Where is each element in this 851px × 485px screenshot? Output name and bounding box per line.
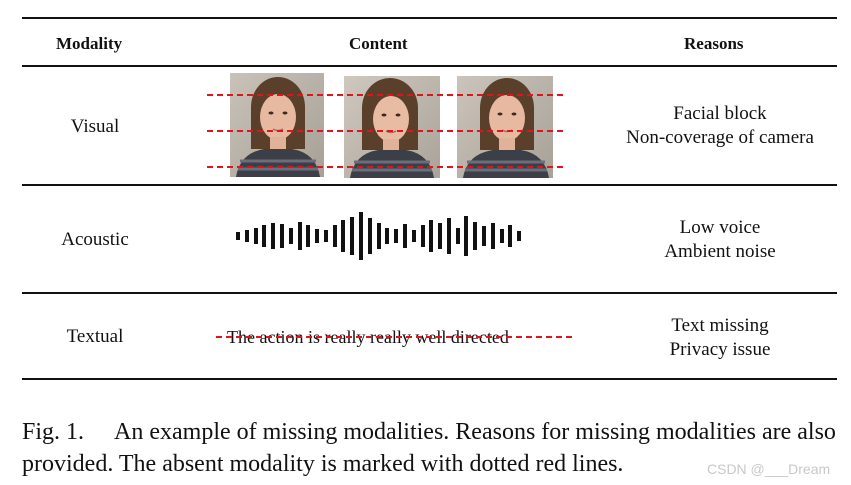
waveform-bar bbox=[279, 224, 284, 248]
modality-textual: Textual bbox=[66, 326, 124, 347]
reasons-acoustic: Low voice Ambient noise bbox=[600, 216, 840, 264]
reason-non-coverage: Non-coverage of camera bbox=[626, 127, 814, 148]
reason-privacy-issue: Privacy issue bbox=[669, 339, 771, 360]
waveform-bar bbox=[411, 230, 416, 242]
table-bottom-rule bbox=[22, 378, 837, 380]
waveform-bar bbox=[359, 212, 364, 260]
waveform-bar bbox=[446, 218, 451, 254]
header-content: Content bbox=[349, 34, 408, 53]
waveform-bar bbox=[297, 221, 302, 251]
waveform-bar bbox=[464, 215, 469, 257]
waveform-bar bbox=[341, 220, 346, 252]
waveform-bar bbox=[394, 228, 399, 244]
waveform-bar bbox=[244, 230, 249, 242]
row-divider-acoustic bbox=[22, 292, 837, 294]
waveform-bar bbox=[473, 221, 478, 251]
reason-ambient-noise: Ambient noise bbox=[664, 241, 776, 262]
missing-visual-dash-line-1 bbox=[207, 94, 563, 96]
face-frame-2 bbox=[344, 76, 440, 178]
watermark: CSDN @___Dream bbox=[707, 461, 831, 477]
waveform-bar bbox=[455, 227, 460, 245]
waveform-bar bbox=[482, 226, 487, 246]
figure-caption: Fig. 1. An example of missing modalities.… bbox=[22, 416, 842, 480]
face-frame-1 bbox=[230, 73, 324, 177]
missing-text-dash-line bbox=[216, 336, 572, 338]
waveform-bar bbox=[253, 227, 258, 245]
reason-low-voice: Low voice bbox=[679, 217, 761, 238]
header-modality: Modality bbox=[56, 34, 123, 53]
reasons-textual: Text missing Privacy issue bbox=[600, 314, 840, 362]
waveform-bar bbox=[402, 224, 407, 248]
missing-visual-dash-line-3 bbox=[207, 166, 563, 168]
waveform-bar bbox=[271, 222, 276, 250]
waveform-bar bbox=[323, 230, 328, 242]
reason-text-missing: Text missing bbox=[671, 315, 769, 336]
row-divider-visual bbox=[22, 184, 837, 186]
waveform-bar bbox=[350, 216, 355, 256]
modality-visual: Visual bbox=[70, 116, 120, 137]
waveform-bar bbox=[262, 225, 267, 247]
figure-label: Fig. 1. bbox=[22, 419, 85, 445]
waveform-bar bbox=[508, 225, 513, 247]
header-reasons: Reasons bbox=[684, 34, 744, 53]
waveform-bar bbox=[499, 228, 504, 244]
waveform-bar bbox=[332, 225, 337, 247]
waveform-bar bbox=[288, 227, 293, 245]
missing-visual-dash-line-2 bbox=[207, 130, 563, 132]
waveform-bar bbox=[517, 231, 522, 241]
waveform-bar bbox=[376, 222, 381, 250]
waveform-bar bbox=[306, 225, 311, 247]
waveform-bar bbox=[438, 222, 443, 250]
waveform-bar bbox=[236, 232, 240, 240]
table-header-rule bbox=[22, 65, 837, 67]
waveform-bar bbox=[385, 227, 390, 245]
waveform-bar bbox=[315, 228, 320, 244]
modality-acoustic: Acoustic bbox=[61, 229, 129, 250]
table-top-rule bbox=[22, 17, 837, 19]
audio-waveform bbox=[236, 212, 526, 260]
reasons-visual: Facial block Non-coverage of camera bbox=[600, 102, 840, 150]
face-frame-3 bbox=[457, 76, 553, 178]
waveform-bar bbox=[490, 222, 495, 250]
reason-facial-block: Facial block bbox=[673, 103, 767, 124]
waveform-bar bbox=[429, 220, 434, 252]
caption-text: An example of missing modalities. Reason… bbox=[22, 419, 836, 477]
waveform-bar bbox=[420, 225, 425, 247]
waveform-bar bbox=[367, 218, 372, 254]
